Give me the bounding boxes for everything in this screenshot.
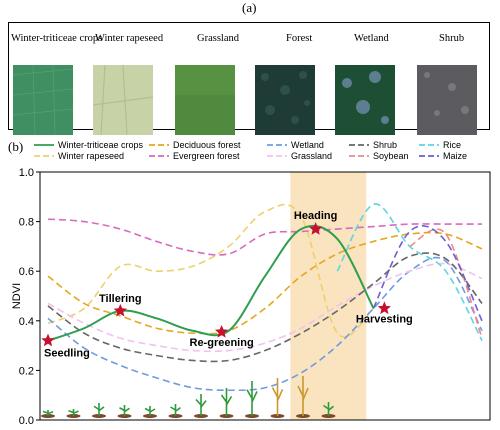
series-line-winter-rapeseed [47,203,375,338]
thumb-label-grassland: Grassland [197,33,239,44]
series-line-rice [336,203,483,342]
y-tick-label: 0.4 [19,316,34,328]
thumb-label-shrub: Shrub [439,33,465,44]
series-line-shrub [47,252,483,363]
series-line-grassland [47,262,483,353]
crop-plant-icon [323,402,335,416]
series-line-maize [372,225,483,322]
panel-b-label: (b) [8,139,24,154]
series-line-evergreen-forest [47,218,482,256]
thumb-shrub [417,65,477,135]
legend-label: Soybean [373,151,409,161]
y-axis-label: NDVI [11,283,23,309]
crop-plant-icon [195,394,207,416]
crop-plant-icon [170,404,181,416]
stage-annotation-label: Heading [294,210,337,222]
stage-annotation-label: Re-greening [190,337,254,349]
stage-star-marker [41,333,55,347]
series-line-winter-triticeae-crops [47,224,375,342]
thumb-label-winter-triticeae: Winter-triticeae crops [11,33,103,44]
y-tick-label: 1.0 [19,167,34,179]
thumb-label-winter-rapeseed: Winter rapeseed [95,33,164,44]
thumb-winter-rapeseed [92,64,154,136]
crop-plant-icon [119,405,130,416]
panel-a-label: (a) [242,0,257,15]
stage-annotation-label: Seedling [44,348,90,360]
legend-label: Maize [443,151,467,161]
crop-plant-icon [271,378,284,416]
crop-plant-icon [246,381,258,416]
y-tick-label: 0.2 [19,365,34,377]
legend-label: Shrub [373,140,397,150]
crop-plant-icon [93,403,105,416]
plot-frame [39,171,491,421]
thumb-wetland [335,65,395,135]
legend-label: Grassland [291,151,332,161]
thumb-label-wetland: Wetland [354,33,389,44]
crop-plant-icon [68,409,79,416]
stage-star-marker [214,325,229,338]
thumb-winter-triticeae [12,64,74,136]
stage-annotation-label: Tillering [99,293,142,305]
series-line-soybean [409,228,483,339]
crop-growth-icons [41,376,336,418]
thumb-forest [255,65,315,135]
thumb-grassland [175,65,235,135]
crop-plant-icon [144,406,156,416]
y-tick-label: 0.0 [19,415,34,427]
stage-star-marker [113,303,127,317]
y-tick-label: 0.8 [19,217,34,229]
stage-star-marker [377,301,391,315]
legend-label: Rice [443,140,461,150]
legend-label: Wetland [291,140,324,150]
thumb-label-forest: Forest [286,33,313,44]
crop-plant-icon [220,388,233,416]
land-cover-thumbnail-panel: Winter-triticeae crops Winter rapeseed G… [8,22,490,136]
legend-label: Evergreen forest [173,151,240,161]
stage-star-marker [309,222,323,235]
crop-plant-icon [297,376,309,416]
legend-label: Winter-triticeae crops [58,140,144,150]
stage-annotation-label: Harvesting [356,313,413,325]
series-line-deciduous-forest [47,231,483,335]
crop-plant-icon [42,410,54,416]
y-tick-label: 0.6 [19,266,34,278]
legend-label: Deciduous forest [173,140,241,150]
legend-label: Winter rapeseed [58,151,124,161]
